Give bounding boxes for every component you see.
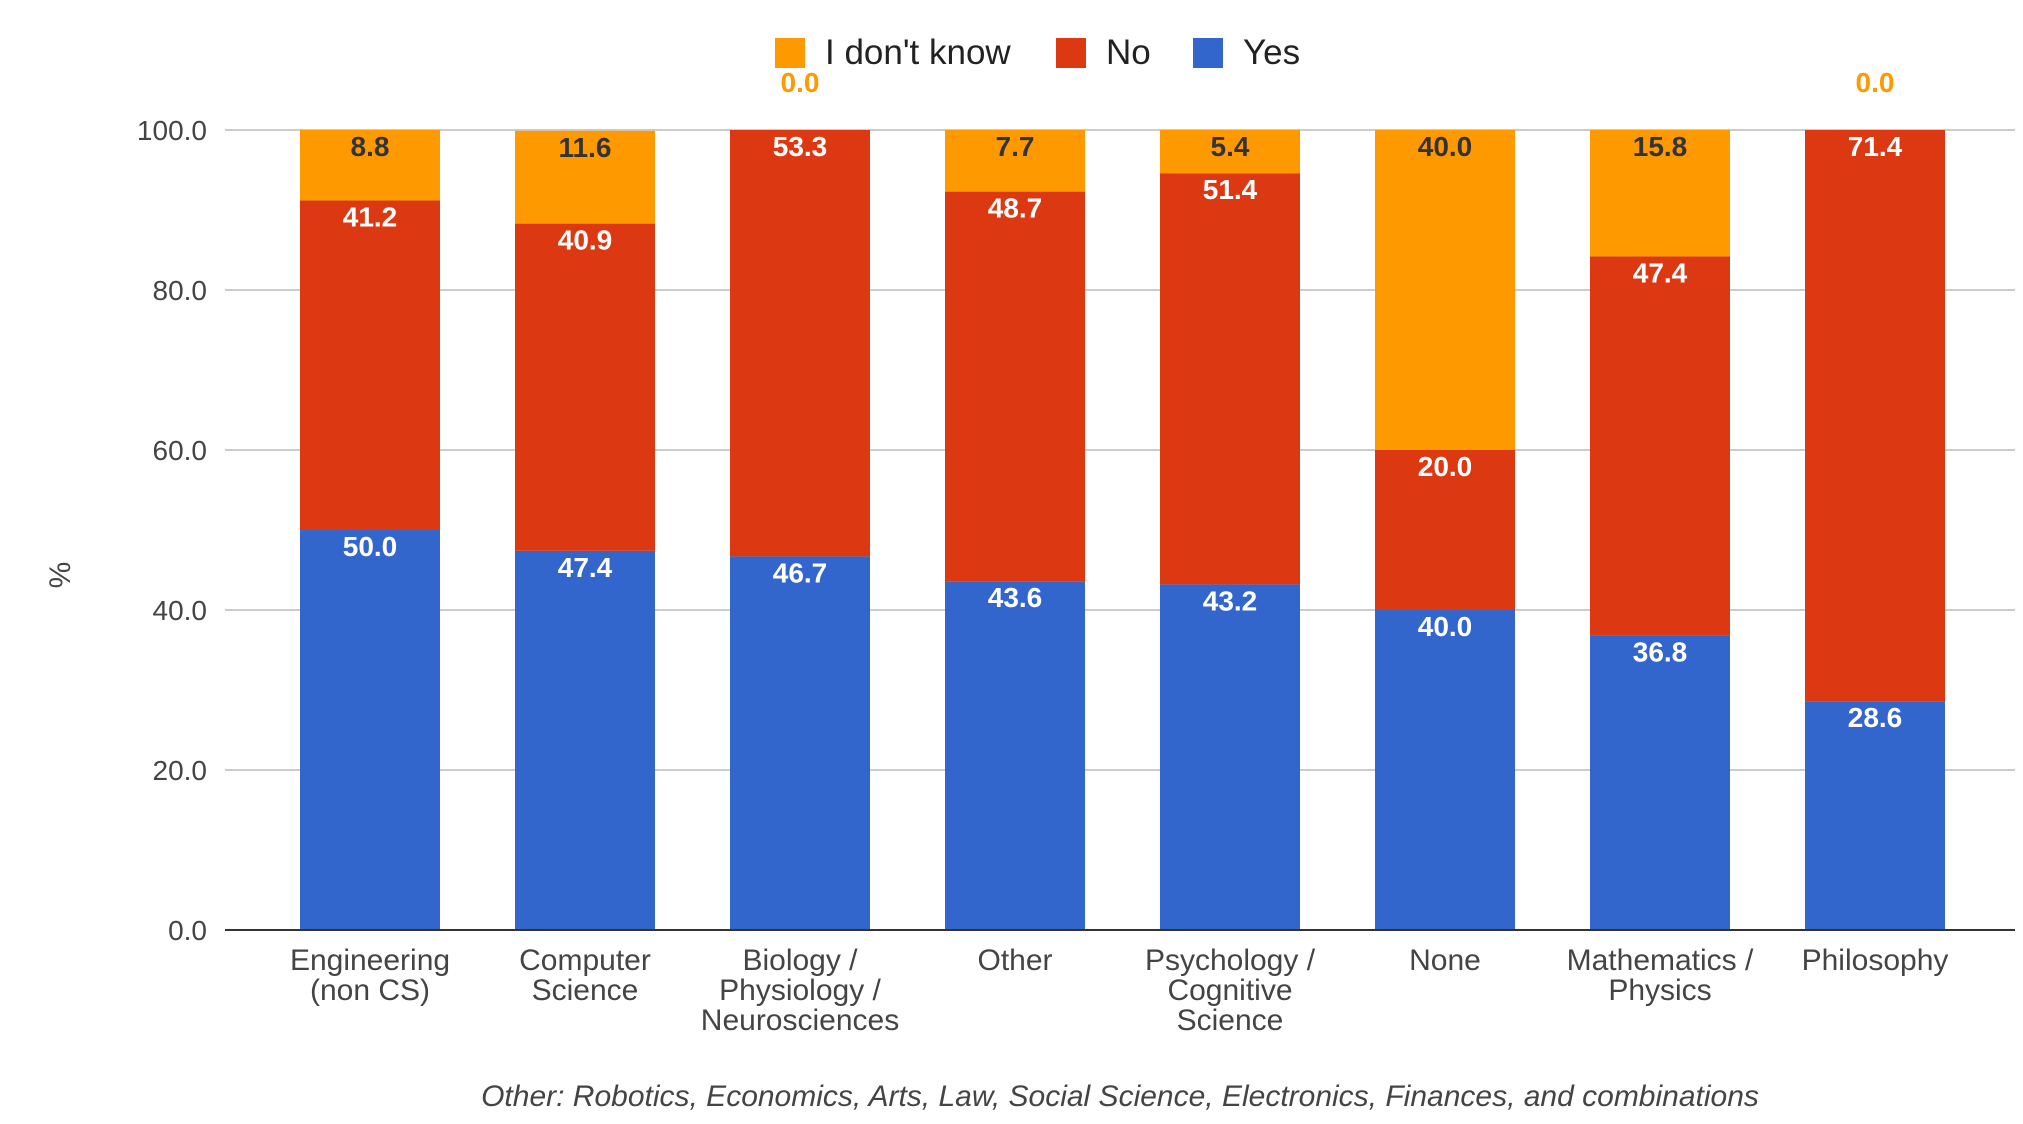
data-label-no: 51.4: [1203, 174, 1258, 205]
bar-no: [945, 191, 1085, 582]
data-label-no: 48.7: [988, 193, 1043, 224]
data-label-yes: 40.0: [1418, 611, 1473, 642]
bar-yes: [1590, 635, 1730, 930]
data-label-yes: 46.7: [773, 557, 828, 588]
data-label-no: 53.3: [773, 131, 828, 162]
bar-no: [1590, 256, 1730, 636]
legend-swatch-yes: [1193, 38, 1223, 68]
category-label: Psychology / Cognitive Science: [1145, 944, 1316, 1037]
data-label-yes: 28.6: [1848, 702, 1903, 733]
footnote: Other: Robotics, Economics, Arts, Law, S…: [481, 1080, 1759, 1113]
data-label-no: 71.4: [1848, 131, 1903, 162]
data-label-no: 47.4: [1633, 257, 1688, 288]
y-axis-title: %: [44, 562, 77, 589]
bar-yes: [1160, 584, 1300, 930]
bar-yes: [945, 581, 1085, 930]
category-label: Other: [977, 944, 1052, 977]
bar-i-don-t-know: [300, 130, 440, 201]
category-label: Engineering (non CS): [290, 944, 450, 1007]
bar-yes: [730, 556, 870, 930]
data-labels: 50.0 41.2 8.8 47.4 40.9 11.6 46.7 53.3 0.0 43.6 48…: [343, 67, 1903, 733]
legend-label-i-don-t-know: I don't know: [825, 33, 1011, 72]
y-tick-label: 80.0: [153, 275, 208, 306]
data-label-yes: 43.2: [1203, 585, 1258, 616]
bar-no: [1805, 130, 1945, 702]
bar-yes: [515, 550, 655, 930]
bar-no: [300, 200, 440, 530]
bar-i-don-t-know: [1375, 130, 1515, 450]
x-axis-categories: Engineering (non CS) Computer Science Biolog…: [290, 944, 1948, 1037]
bar-no: [1375, 450, 1515, 610]
data-label-i-don-t-know: 15.8: [1633, 131, 1688, 162]
bar-i-don-t-know: [1160, 130, 1300, 174]
bar-yes: [1805, 701, 1945, 930]
data-label-i-don-t-know: 7.7: [996, 131, 1035, 162]
category-label: Biology / Physiology / Neurosciences: [701, 944, 899, 1037]
data-label-no: 41.2: [343, 201, 398, 232]
category-label: None: [1409, 944, 1481, 977]
gridlines: [225, 129, 2015, 771]
data-label-yes: 43.6: [988, 582, 1043, 613]
data-label-yes: 50.0: [343, 531, 398, 562]
data-label-i-don-t-know: 11.6: [559, 132, 612, 163]
legend: I don't know No Yes: [775, 33, 1300, 72]
y-tick-label: 100.0: [137, 115, 207, 146]
bar-no: [730, 130, 870, 557]
bar-i-don-t-know: [945, 130, 1085, 192]
category-label: Philosophy: [1802, 944, 1949, 977]
bar-i-don-t-know: [1590, 130, 1730, 257]
data-label-i-don-t-know: 0.0: [1856, 67, 1895, 98]
bars: [300, 130, 1945, 930]
legend-label-no: No: [1106, 33, 1151, 72]
data-label-i-don-t-know: 8.8: [351, 131, 390, 162]
bar-yes: [1375, 610, 1515, 930]
bar-i-don-t-know: [515, 130, 655, 224]
data-label-i-don-t-know: 40.0: [1418, 131, 1473, 162]
y-tick-label: 40.0: [153, 595, 208, 626]
category-label: Computer Science: [519, 944, 651, 1007]
bar-no: [515, 223, 655, 551]
data-label-no: 20.0: [1418, 451, 1473, 482]
data-label-no: 40.9: [558, 225, 613, 256]
legend-label-yes: Yes: [1243, 33, 1300, 72]
bar-yes: [300, 530, 440, 930]
y-axis-ticks: 0.0 20.0 40.0 60.0 80.0 100.0: [137, 115, 207, 946]
data-label-i-don-t-know: 0.0: [781, 67, 820, 98]
data-label-i-don-t-know: 5.4: [1211, 131, 1250, 162]
bar-no: [1160, 173, 1300, 585]
legend-swatch-no: [1056, 38, 1086, 68]
data-label-yes: 47.4: [558, 552, 613, 583]
legend-swatch-i-don-t-know: [775, 38, 805, 68]
y-tick-label: 20.0: [153, 755, 208, 786]
category-label: Mathematics / Physics: [1567, 944, 1754, 1007]
y-tick-label: 0.0: [168, 915, 207, 946]
data-label-yes: 36.8: [1633, 637, 1688, 668]
y-tick-label: 60.0: [153, 435, 208, 466]
